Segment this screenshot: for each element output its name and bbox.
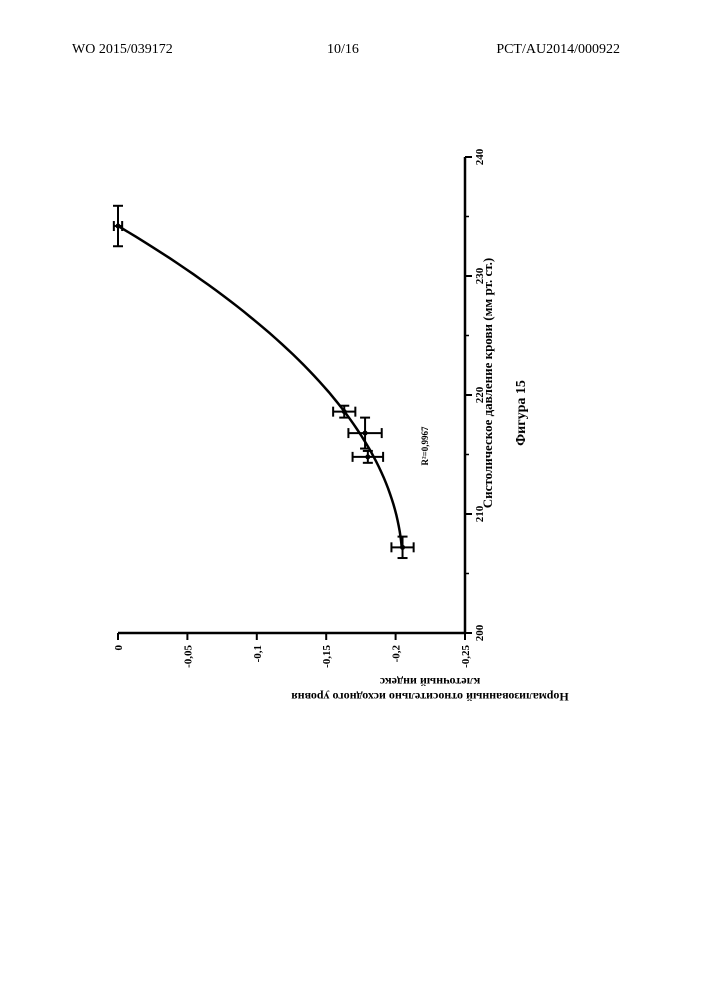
y-tick-label: -0,15 <box>321 645 333 668</box>
data-point <box>342 409 347 414</box>
y-axis-label-line-1: Нормализованный относительно исходного у… <box>291 690 569 704</box>
y-tick-label: -0,2 <box>391 645 403 663</box>
x-tick-label: 200 <box>474 624 486 641</box>
figure-caption: Фигура 15 <box>514 380 529 446</box>
x-tick-label: 240 <box>474 148 486 165</box>
r-squared-label: R²=0,9967 <box>420 426 430 466</box>
y-axis-label: Нормализованный относительно исходного у… <box>291 675 569 704</box>
y-tick-label: 0 <box>113 645 125 651</box>
y-axis-label-line-2: клеточный индекс <box>379 675 480 689</box>
data-point <box>363 431 368 436</box>
y-tick-label: -0,05 <box>182 645 194 668</box>
y-tick-label: -0,25 <box>460 645 472 668</box>
plot-area: 2002102202302400-0,05-0,1-0,15-0,2-0,25 <box>113 148 486 668</box>
data-point <box>365 454 370 459</box>
x-axis-label: Систолическое давление крови (мм рт. ст.… <box>480 258 495 509</box>
trend-line <box>118 226 402 547</box>
y-tick-label: -0,1 <box>252 645 264 662</box>
data-point <box>116 224 121 229</box>
data-point <box>400 545 405 550</box>
